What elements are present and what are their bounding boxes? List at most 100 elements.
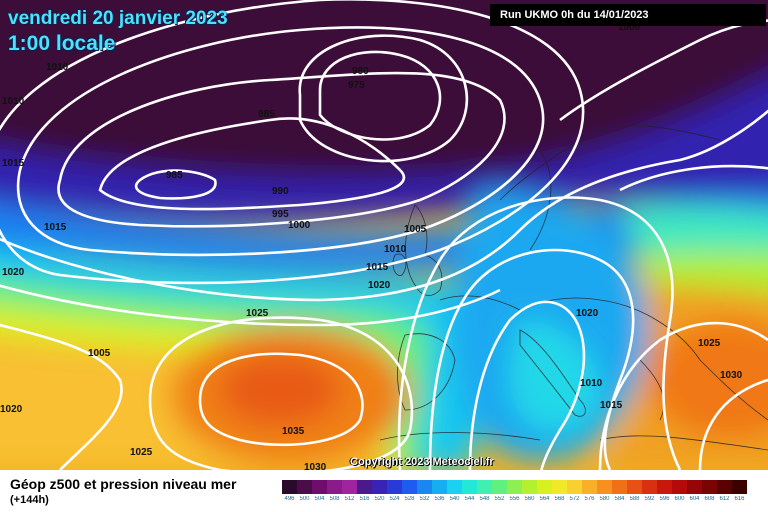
color-legend: 496 500 504 508 512 516 520 524 528 532 536 540 544 5… xyxy=(282,480,762,510)
legend-value: 544 xyxy=(464,496,475,502)
legend-value: 556 xyxy=(509,496,520,502)
legend-value: 540 xyxy=(449,496,460,502)
isobar-label: 985 xyxy=(258,109,275,120)
isobar-label: 1015 xyxy=(600,400,623,411)
forecast-time: 1:00 locale xyxy=(8,32,116,55)
isobar-label: 995 xyxy=(272,209,289,220)
legend-value: 568 xyxy=(554,496,565,502)
legend-swatch xyxy=(717,480,732,494)
forecast-step: (+144h) xyxy=(10,494,49,506)
isobar-label: 1005 xyxy=(404,224,427,235)
isobar-label: 1015 xyxy=(366,262,389,273)
legend-swatch xyxy=(597,480,612,494)
legend-value: 512 xyxy=(344,496,355,502)
legend-swatch xyxy=(702,480,717,494)
legend-value: 580 xyxy=(599,496,610,502)
isobar-label: 1020 xyxy=(2,267,25,278)
legend-value: 504 xyxy=(314,496,325,502)
copyright-notice: Copyright 2023 Meteociel.fr xyxy=(350,456,494,468)
legend-value: 584 xyxy=(614,496,625,502)
legend-value: 516 xyxy=(359,496,370,502)
legend-value: 496 xyxy=(284,496,295,502)
isobar-label: 1015 xyxy=(2,158,25,169)
legend-value: 616 xyxy=(734,496,745,502)
isobar-label: 1015 xyxy=(44,222,67,233)
legend-swatch xyxy=(537,480,552,494)
legend-swatch xyxy=(462,480,477,494)
parameter-title: Géop z500 et pression niveau mer xyxy=(10,476,237,492)
map-footer: Géop z500 et pression niveau mer (+144h)… xyxy=(0,470,768,512)
isobar-label: 1020 xyxy=(368,280,391,291)
pressure-labels: 1010 1010 1015 1015 1020 1025 1005 1020 … xyxy=(0,22,743,470)
legend-value: 604 xyxy=(689,496,700,502)
legend-swatch xyxy=(672,480,687,494)
isobar-label: 1010 xyxy=(580,378,603,389)
isobar-label: 1025 xyxy=(698,338,721,349)
isobar-label: 1035 xyxy=(282,426,305,437)
legend-value: 552 xyxy=(494,496,505,502)
z500-color-field xyxy=(0,0,768,470)
isobar-label: 1000 xyxy=(618,22,641,33)
legend-value: 536 xyxy=(434,496,445,502)
legend-value: 592 xyxy=(644,496,655,502)
isobar-label: 1030 xyxy=(304,462,327,470)
isobar-label: 985 xyxy=(166,170,183,181)
isobar-label: 1020 xyxy=(576,308,599,319)
isobar-label: 1010 xyxy=(46,62,69,73)
legend-value: 576 xyxy=(584,496,595,502)
legend-value: 612 xyxy=(719,496,730,502)
legend-value: 572 xyxy=(569,496,580,502)
legend-swatch xyxy=(312,480,327,494)
legend-value: 524 xyxy=(389,496,400,502)
legend-swatches xyxy=(282,480,762,494)
isobar-label: 975 xyxy=(348,80,365,91)
legend-value: 608 xyxy=(704,496,715,502)
legend-swatch xyxy=(432,480,447,494)
legend-swatch xyxy=(657,480,672,494)
legend-swatch xyxy=(522,480,537,494)
isobar-label: 1000 xyxy=(288,220,311,231)
forecast-date: vendredi 20 janvier 2023 xyxy=(8,8,228,29)
isobar-label: 1030 xyxy=(720,370,743,381)
geopotential-map: 1010 1010 1015 1015 1020 1025 1005 1020 … xyxy=(0,0,768,470)
isobar-label: 1020 xyxy=(0,404,23,415)
legend-swatch xyxy=(402,480,417,494)
legend-swatch xyxy=(372,480,387,494)
legend-swatch xyxy=(342,480,357,494)
legend-swatch xyxy=(612,480,627,494)
isobar-label: 1010 xyxy=(2,96,25,107)
legend-values: 496 500 504 508 512 516 520 524 528 532 536 540 544 5… xyxy=(282,496,762,506)
legend-value: 596 xyxy=(659,496,670,502)
legend-value: 520 xyxy=(374,496,385,502)
isobars xyxy=(0,0,768,470)
legend-swatch xyxy=(477,480,492,494)
isobar-label: 990 xyxy=(272,186,289,197)
legend-swatch xyxy=(567,480,582,494)
legend-swatch xyxy=(732,480,747,494)
legend-swatch xyxy=(282,480,297,494)
legend-swatch xyxy=(387,480,402,494)
legend-value: 528 xyxy=(404,496,415,502)
legend-swatch xyxy=(582,480,597,494)
isobar-label: 1025 xyxy=(246,308,269,319)
legend-swatch xyxy=(642,480,657,494)
legend-swatch xyxy=(687,480,702,494)
isobar-label: 1025 xyxy=(130,447,153,458)
legend-value: 564 xyxy=(539,496,550,502)
isobar-label: 1005 xyxy=(88,348,111,359)
isobar-label: 1010 xyxy=(384,244,407,255)
legend-swatch xyxy=(297,480,312,494)
legend-swatch xyxy=(327,480,342,494)
legend-value: 508 xyxy=(329,496,340,502)
legend-value: 588 xyxy=(629,496,640,502)
legend-swatch xyxy=(627,480,642,494)
legend-swatch xyxy=(507,480,522,494)
legend-value: 532 xyxy=(419,496,430,502)
legend-swatch xyxy=(552,480,567,494)
legend-swatch xyxy=(357,480,372,494)
coastlines xyxy=(379,125,768,451)
legend-swatch xyxy=(417,480,432,494)
legend-swatch xyxy=(492,480,507,494)
legend-value: 500 xyxy=(299,496,310,502)
